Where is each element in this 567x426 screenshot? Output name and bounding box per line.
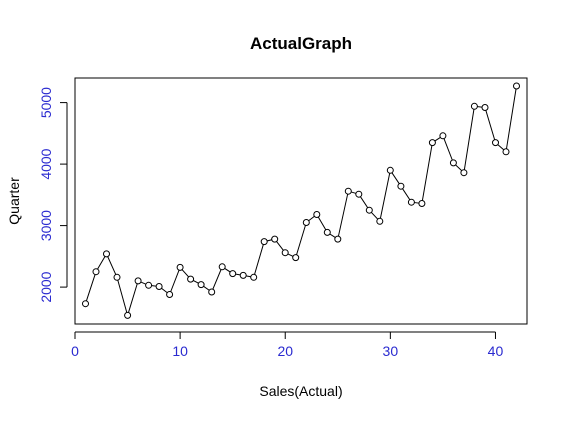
data-point	[376, 217, 384, 225]
data-point	[481, 104, 489, 111]
y-axis: 2000 3000 4000 5000	[38, 87, 68, 303]
data-point	[176, 263, 184, 271]
y-axis-label: Quarter	[6, 177, 22, 225]
series-line	[85, 85, 517, 318]
data-point	[502, 148, 510, 156]
data-point	[492, 139, 499, 147]
x-tick-label: 0	[71, 343, 79, 359]
data-point	[134, 277, 142, 285]
data-point	[449, 159, 457, 167]
x-tick-label: 40	[488, 343, 504, 359]
data-point	[271, 235, 279, 243]
data-point	[418, 200, 426, 207]
data-point	[334, 235, 342, 243]
x-axis-label: Sales(Actual)	[259, 383, 342, 399]
x-tick-label: 10	[172, 343, 188, 359]
data-point	[124, 311, 132, 319]
x-tick-label: 20	[277, 343, 293, 359]
data-point	[386, 166, 394, 174]
data-point	[92, 268, 100, 276]
data-point	[302, 219, 310, 226]
data-point	[365, 206, 373, 214]
data-point	[323, 228, 331, 236]
data-point	[313, 211, 321, 218]
y-tick-label: 5000	[38, 87, 54, 118]
x-tick-label: 30	[383, 343, 399, 359]
data-point	[407, 198, 415, 206]
data-point	[344, 187, 352, 195]
data-point	[470, 102, 478, 110]
data-point	[239, 271, 247, 279]
data-point	[260, 238, 268, 246]
data-point	[103, 250, 110, 258]
data-point	[187, 275, 195, 283]
data-point	[208, 288, 216, 296]
data-point	[155, 283, 163, 290]
data-point	[439, 132, 447, 140]
data-point	[166, 291, 174, 298]
data-point	[292, 254, 300, 262]
data-point	[145, 281, 153, 289]
data-point	[197, 281, 205, 289]
y-tick-label: 2000	[38, 271, 54, 302]
x-axis: 0 10 20 30 40	[71, 331, 504, 359]
y-tick-label: 4000	[38, 148, 54, 179]
data-point	[113, 273, 121, 281]
data-point	[397, 182, 405, 190]
data-point	[229, 270, 237, 278]
data-point	[428, 139, 436, 147]
data-point	[513, 82, 520, 90]
chart-title: ActualGraph	[250, 34, 352, 53]
data-point	[218, 263, 226, 271]
y-tick-label: 3000	[38, 210, 54, 241]
data-points	[82, 82, 520, 319]
data-point	[460, 169, 468, 177]
data-point	[82, 300, 89, 308]
data-point	[281, 249, 289, 257]
data-point	[250, 273, 258, 281]
plot-area-frame	[74, 77, 528, 325]
data-point	[355, 190, 363, 198]
